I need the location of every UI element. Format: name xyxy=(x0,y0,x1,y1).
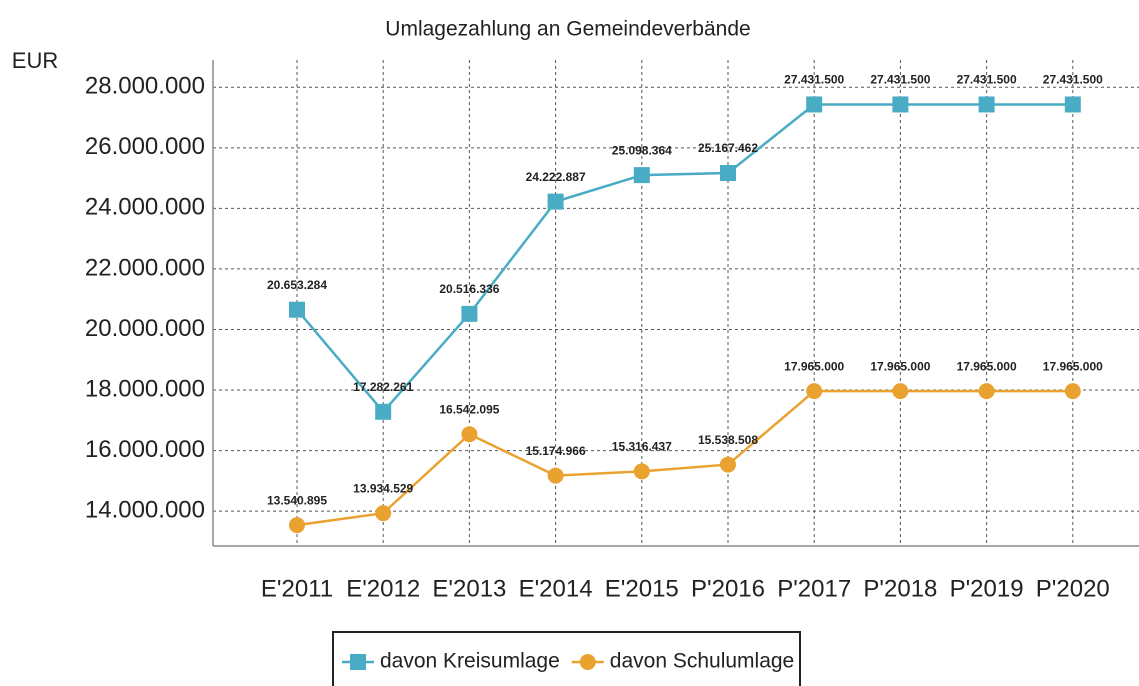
data-label: 25.167.462 xyxy=(698,141,758,155)
y-tick-label: 16.000.000 xyxy=(85,436,205,463)
y-tick-label: 20.000.000 xyxy=(85,315,205,342)
data-label: 20.653.284 xyxy=(267,278,327,292)
data-point xyxy=(978,96,995,113)
x-tick-label: E'2012 xyxy=(346,575,420,602)
data-label: 17.965.000 xyxy=(957,359,1017,373)
data-point xyxy=(547,193,564,210)
legend-marker xyxy=(579,654,596,670)
data-label: 15.316.437 xyxy=(612,439,672,453)
x-tick-label: E'2015 xyxy=(605,575,679,602)
series-line xyxy=(296,103,1073,414)
series-line xyxy=(296,389,1073,527)
x-tick-label: P'2020 xyxy=(1036,575,1110,602)
data-label: 17.965.000 xyxy=(870,359,930,373)
data-point xyxy=(289,301,305,318)
x-tick-label: E'2013 xyxy=(432,575,506,602)
data-point xyxy=(720,456,736,473)
data-point xyxy=(633,463,650,480)
data-label: 13.934.529 xyxy=(353,481,413,495)
data-point xyxy=(806,383,823,400)
data-label: 25.098.364 xyxy=(612,143,672,157)
data-label: 27.431.500 xyxy=(784,73,844,87)
data-label: 27.431.500 xyxy=(870,73,930,87)
data-point xyxy=(806,96,823,113)
data-point xyxy=(633,167,650,184)
data-label: 24.222.887 xyxy=(526,170,586,184)
x-tick-label: P'2018 xyxy=(863,575,937,602)
data-label: 17.282.261 xyxy=(353,380,413,394)
data-label: 17.965.000 xyxy=(784,359,844,373)
data-point xyxy=(1064,96,1081,113)
data-point xyxy=(892,383,909,400)
x-tick-label: E'2014 xyxy=(519,575,593,602)
data-point xyxy=(375,403,392,420)
legend-marker xyxy=(350,654,366,670)
data-point xyxy=(375,505,392,522)
y-tick-label: 18.000.000 xyxy=(85,375,205,402)
x-tick-label: P'2016 xyxy=(691,575,765,602)
x-tick-label: E'2011 xyxy=(261,575,333,602)
data-point xyxy=(289,517,305,534)
data-point xyxy=(978,383,995,400)
data-point xyxy=(720,165,736,182)
y-axis-label: EUR xyxy=(12,48,58,73)
data-point xyxy=(461,426,478,443)
data-point xyxy=(892,96,909,113)
data-point xyxy=(461,305,478,322)
data-label: 17.965.000 xyxy=(1043,359,1103,373)
data-label: 15.174.966 xyxy=(526,444,586,458)
y-tick-label: 14.000.000 xyxy=(85,497,205,524)
y-tick-label: 26.000.000 xyxy=(85,133,205,160)
data-label: 13.540.895 xyxy=(267,493,327,507)
legend-box xyxy=(332,631,801,686)
data-label: 27.431.500 xyxy=(1043,73,1103,87)
x-tick-label: P'2017 xyxy=(777,575,851,602)
data-label: 27.431.500 xyxy=(957,73,1017,87)
legend-label: davon Kreisumlage xyxy=(380,650,560,673)
y-tick-label: 24.000.000 xyxy=(85,194,205,221)
x-tick-label: P'2019 xyxy=(950,575,1024,602)
y-tick-label: 28.000.000 xyxy=(85,73,205,100)
data-point xyxy=(1064,383,1081,400)
chart-title: Umlagezahlung an Gemeindeverbände xyxy=(385,18,750,41)
data-label: 15.538.508 xyxy=(698,433,758,447)
data-point xyxy=(547,467,564,484)
data-label: 20.516.336 xyxy=(439,282,499,296)
data-label: 16.542.095 xyxy=(439,402,499,416)
legend-label: davon Schulumlage xyxy=(610,650,794,673)
y-tick-label: 22.000.000 xyxy=(85,254,205,281)
